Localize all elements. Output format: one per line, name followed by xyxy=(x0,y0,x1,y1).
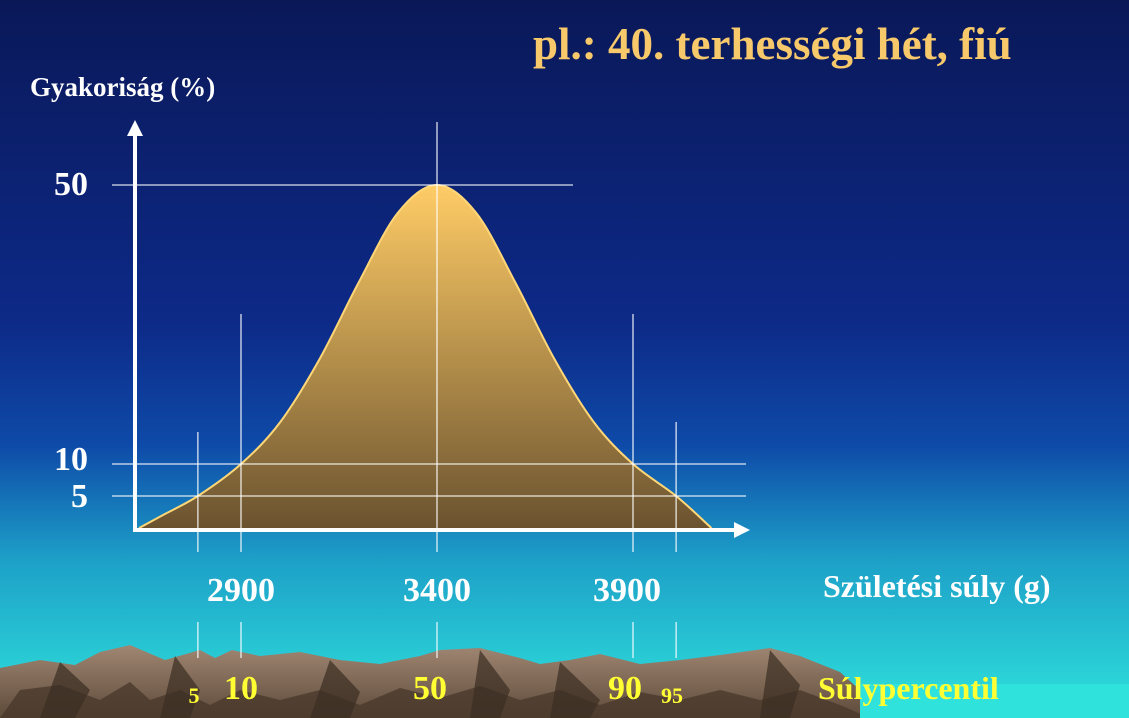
distribution-curve xyxy=(138,183,713,529)
x-tick-label-3900: 3900 xyxy=(593,572,661,609)
percentile-label-10: 10 xyxy=(224,670,258,707)
percentile-axis-label: Súlypercentil xyxy=(818,670,999,706)
distribution-area xyxy=(139,185,712,528)
x-tick-label-2900: 2900 xyxy=(207,572,275,609)
y-tick-label-50: 50 xyxy=(54,166,88,203)
x-tick-label-3400: 3400 xyxy=(403,572,471,609)
percentile-label-90: 90 xyxy=(608,670,642,707)
y-tick-label-5: 5 xyxy=(71,478,88,515)
y-axis-label: Gyakoriság (%) xyxy=(30,72,216,102)
x-axis-label: Születési súly (g) xyxy=(823,568,1051,604)
chart-title: pl.: 40. terhességi hét, fiú xyxy=(533,19,1012,69)
mountain-silhouette xyxy=(0,645,1129,718)
y-tick-label-10: 10 xyxy=(54,441,88,478)
percentile-label-95: 95 xyxy=(661,683,683,708)
percentile-label-5: 5 xyxy=(188,683,200,708)
percentile-label-50: 50 xyxy=(413,670,447,707)
